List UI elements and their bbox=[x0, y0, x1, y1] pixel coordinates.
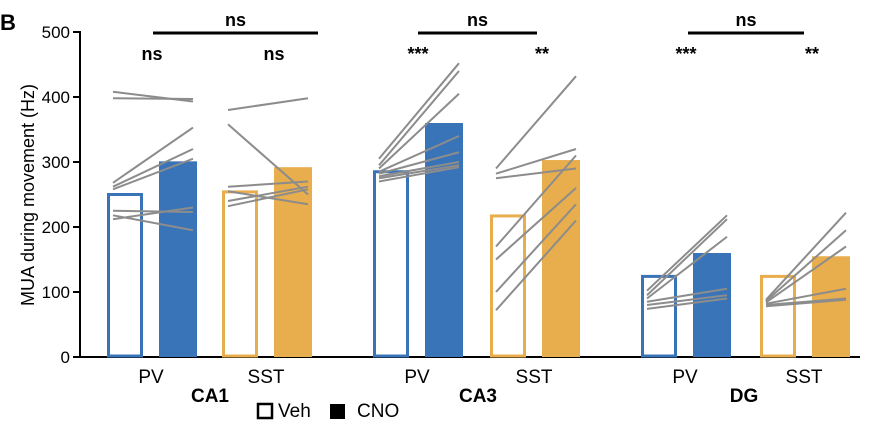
category-label: PV bbox=[672, 367, 698, 388]
category-label: PV bbox=[138, 367, 164, 388]
paired-line bbox=[646, 235, 728, 300]
paired-line bbox=[227, 180, 309, 188]
paired-line bbox=[378, 151, 460, 175]
paired-line bbox=[378, 70, 460, 166]
y-tick-label: 0 bbox=[61, 348, 70, 367]
paired-line bbox=[765, 297, 847, 306]
paired-line bbox=[646, 297, 728, 310]
significance-label: *** bbox=[675, 44, 696, 64]
paired-line bbox=[495, 75, 577, 170]
paired-line bbox=[495, 219, 577, 311]
significance-label: ** bbox=[805, 44, 819, 64]
paired-line bbox=[646, 287, 728, 303]
panel-label: B bbox=[0, 10, 16, 35]
bar-veh bbox=[490, 214, 526, 358]
paired-line bbox=[112, 90, 194, 103]
paired-lines bbox=[112, 62, 847, 311]
paired-line bbox=[378, 62, 460, 160]
paired-line bbox=[646, 294, 728, 306]
bar-cno bbox=[693, 253, 731, 357]
category-label: SST bbox=[248, 367, 285, 388]
paired-line bbox=[112, 157, 194, 191]
comparison-label: ns bbox=[735, 10, 756, 30]
paired-line bbox=[765, 212, 847, 301]
bar-cno bbox=[159, 161, 197, 357]
comparison-label: ns bbox=[467, 10, 488, 30]
y-tick-label: 500 bbox=[42, 23, 70, 42]
paired-line bbox=[112, 206, 194, 221]
region-label: CA3 bbox=[459, 386, 497, 407]
paired-line bbox=[378, 93, 460, 170]
paired-line bbox=[765, 245, 847, 304]
paired-line bbox=[765, 229, 847, 302]
paired-line bbox=[378, 166, 460, 183]
category-label: PV bbox=[404, 367, 430, 388]
legend-veh-label: Veh bbox=[278, 401, 311, 422]
paired-line bbox=[378, 135, 460, 173]
y-tick-label: 400 bbox=[42, 88, 70, 107]
paired-line bbox=[227, 185, 309, 202]
legend: Veh CNO bbox=[256, 401, 399, 422]
category-label: SST bbox=[516, 367, 553, 388]
paired-line bbox=[112, 148, 194, 188]
labels: 0100200300400500nsCA1PVnsSSTnsnsCA3PV***… bbox=[42, 10, 823, 407]
y-tick-label: 300 bbox=[42, 153, 70, 172]
comparison-label: ns bbox=[225, 10, 246, 30]
bar-veh bbox=[107, 193, 143, 358]
region-label: CA1 bbox=[191, 386, 229, 407]
bar-veh bbox=[373, 170, 409, 358]
y-tick-label: 200 bbox=[42, 218, 70, 237]
paired-line bbox=[765, 298, 847, 308]
significance-label: ** bbox=[535, 44, 549, 64]
bar-veh bbox=[222, 190, 258, 358]
significance-label: ns bbox=[141, 44, 162, 64]
bar-cno bbox=[542, 160, 580, 357]
bars bbox=[107, 123, 850, 358]
paired-line bbox=[112, 209, 194, 214]
paired-line bbox=[378, 161, 460, 178]
y-tick-label: 100 bbox=[42, 283, 70, 302]
paired-line bbox=[495, 148, 577, 175]
legend-veh-swatch bbox=[256, 402, 274, 420]
paired-line bbox=[227, 188, 309, 208]
paired-line bbox=[227, 97, 309, 111]
bar-veh bbox=[760, 274, 796, 358]
legend-cno-label: CNO bbox=[357, 401, 399, 422]
y-axis-title: MUA during movement (Hz) bbox=[18, 84, 38, 306]
significance-label: *** bbox=[407, 44, 428, 64]
category-label: SST bbox=[786, 367, 823, 388]
paired-line bbox=[495, 187, 577, 261]
bar-cno bbox=[425, 123, 463, 357]
region-label: DG bbox=[730, 386, 759, 407]
paired-line bbox=[495, 203, 577, 293]
bar-cno bbox=[812, 256, 850, 357]
significance-label: ns bbox=[263, 44, 284, 64]
paired-line bbox=[765, 287, 847, 305]
paired-line bbox=[646, 218, 728, 296]
paired-line bbox=[378, 164, 460, 180]
paired-line bbox=[112, 97, 194, 100]
paired-line bbox=[495, 154, 577, 248]
legend-cno-swatch bbox=[330, 404, 345, 419]
paired-line bbox=[112, 126, 194, 184]
paired-line bbox=[646, 214, 728, 292]
